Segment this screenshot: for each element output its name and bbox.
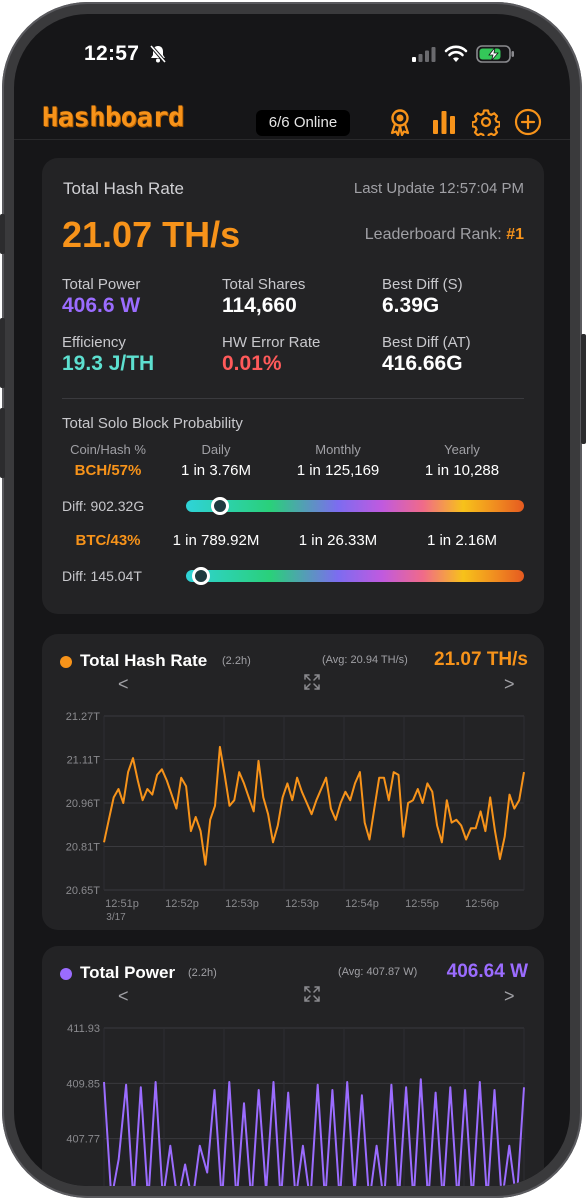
x-tick-label: 12:51p (105, 898, 139, 910)
hash-rate-value: 21.07 TH/s (62, 214, 241, 255)
wifi-icon (444, 45, 468, 62)
x-tick-label: 12:53p (225, 898, 259, 910)
x-tick-label: 12:56p (465, 898, 499, 910)
chart-title: Total Power (80, 963, 176, 982)
coin-label: BCH/57% (74, 462, 142, 479)
probability-daily: 1 in 789.92M (172, 532, 260, 549)
slider-knob[interactable] (192, 567, 211, 585)
chart-title: Total Hash Rate (80, 651, 208, 670)
x-tick-label: 12:55p (405, 898, 439, 910)
probability-daily: 1 in 3.76M (180, 462, 252, 479)
probability-monthly: 1 in 125,169 (296, 462, 380, 479)
chart-period: (2.2h) (188, 967, 217, 979)
probability-header: Yearly (444, 442, 480, 457)
volume-up-button (0, 318, 5, 388)
action-button (0, 214, 5, 254)
add-icon[interactable] (514, 108, 542, 136)
x-tick-date: 3/17 (106, 912, 126, 923)
probability-yearly: 1 in 2.16M (426, 532, 498, 549)
online-status-badge[interactable]: 6/6 Online (256, 110, 350, 136)
series-line (103, 745, 525, 866)
summary-title: Total Hash Rate (63, 179, 184, 198)
x-tick-label: 12:52p (165, 898, 199, 910)
chart-average: (Avg: 407.87 W) (338, 966, 418, 978)
chart-prev-button[interactable]: < (118, 986, 129, 1006)
chart-period: (2.2h) (222, 655, 251, 667)
probability-monthly: 1 in 26.33M (298, 532, 378, 549)
battery-charging-icon (476, 45, 514, 63)
leaderboard-label: Leaderboard Rank: (364, 226, 502, 243)
expand-icon[interactable] (304, 986, 320, 1002)
y-tick-label: 20.96T (66, 798, 101, 810)
hash-rate-chart: 21.27T 21.11T 20.96T 20.81T 20.65T 12:51p 12:5… (66, 711, 525, 923)
stat-value: 406.6 W (62, 294, 141, 317)
coin-label: BTC/43% (75, 532, 141, 549)
leaderboard-rank: #1 (506, 226, 524, 243)
cellular-signal-icon (412, 47, 436, 62)
bell-slash-icon (149, 44, 167, 64)
series-dot (60, 968, 72, 980)
slider-knob[interactable] (210, 497, 229, 515)
difficulty-label: Diff: 902.32G (62, 498, 145, 514)
y-tick-label: 21.11T (67, 755, 101, 767)
y-tick-label: 21.27T (66, 711, 101, 723)
difficulty-slider[interactable] (186, 570, 524, 582)
chart-prev-button[interactable]: < (118, 674, 129, 694)
chart-next-button[interactable]: > (504, 986, 515, 1006)
x-tick-label: 12:53p (285, 898, 319, 910)
probability-header: Coin/Hash % (70, 442, 146, 457)
difficulty-label: Diff: 145.04T (62, 568, 142, 584)
stat-label: HW Error Rate (222, 334, 321, 351)
stat-label: Best Diff (AT) (382, 334, 471, 351)
stat-value: 0.01% (222, 352, 282, 375)
divider (62, 398, 524, 399)
chart-next-button[interactable]: > (504, 674, 515, 694)
y-tick-label: 411.93 (67, 1023, 100, 1035)
series-line (103, 1078, 525, 1186)
stat-label: Efficiency (62, 334, 126, 351)
y-tick-label: 407.77 (66, 1134, 100, 1146)
stat-value: 6.39G (382, 294, 440, 317)
stat-value: 19.3 J/TH (62, 352, 155, 375)
y-tick-label: 409.85 (66, 1078, 100, 1090)
probability-title: Total Solo Block Probability (62, 415, 243, 432)
app-header: Hashboard 6/6 Online (14, 94, 570, 140)
last-update: Last Update 12:57:04 PM (353, 180, 524, 197)
power-button (581, 334, 586, 444)
leaderboard-rank-row[interactable]: Leaderboard Rank: #1 (365, 226, 524, 244)
y-tick-label: 20.65T (66, 885, 101, 897)
hash-rate-chart-card: Total Hash Rate (2.2h) (Avg: 20.94 TH/s)… (42, 634, 544, 930)
chart-current-value: 406.64 W (446, 961, 528, 982)
status-bar: 12:57 (14, 14, 570, 94)
probability-yearly: 1 in 10,288 (424, 462, 500, 479)
award-icon[interactable] (386, 108, 414, 136)
chart-current-value: 21.07 TH/s (434, 649, 528, 670)
chart-average: (Avg: 20.94 TH/s) (322, 654, 408, 666)
screen: 12:57 Hashboard 6/6 Online (14, 14, 570, 1186)
x-tick-label: 12:54p (345, 898, 379, 910)
app-logo: Hashboard (42, 102, 184, 133)
stat-value: 416.66G (382, 352, 463, 375)
expand-icon[interactable] (304, 674, 320, 690)
volume-down-button (0, 408, 5, 478)
status-time: 12:57 (84, 42, 140, 65)
gear-icon[interactable] (472, 108, 500, 136)
stat-label: Total Shares (222, 276, 306, 293)
difficulty-slider[interactable] (186, 500, 524, 512)
summary-card: Total Hash Rate Last Update 12:57:04 PM … (42, 158, 544, 614)
probability-header: Monthly (315, 442, 361, 457)
y-tick-label: 20.81T (66, 842, 101, 854)
stat-label: Total Power (62, 276, 141, 293)
series-dot (60, 656, 72, 668)
power-chart-card: Total Power (2.2h) (Avg: 407.87 W) 406.6… (42, 946, 544, 1186)
stat-value: 114,660 (222, 294, 297, 317)
stat-label: Best Diff (S) (382, 276, 463, 293)
probability-header: Daily (201, 442, 231, 457)
bar-chart-icon[interactable] (430, 108, 458, 136)
